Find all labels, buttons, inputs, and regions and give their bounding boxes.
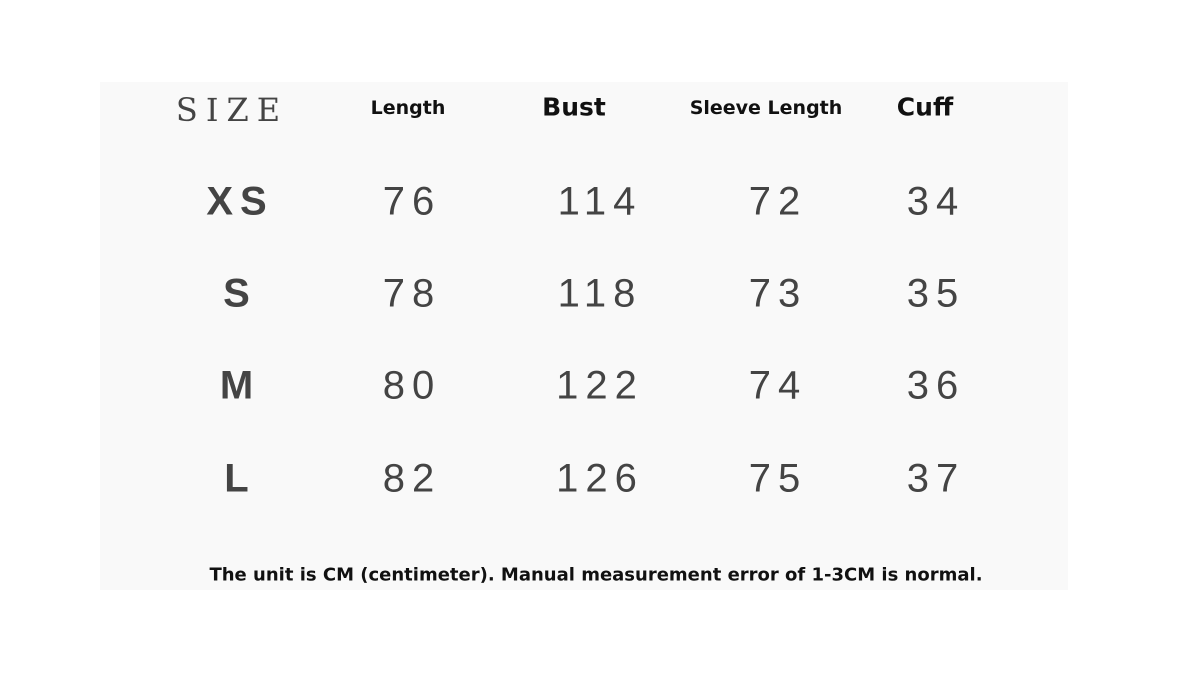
cell-length: 76 [382, 179, 442, 224]
cell-length: 82 [382, 456, 442, 501]
header-length: Length [370, 97, 446, 119]
cell-size: M [219, 363, 261, 408]
cell-sleeve: 73 [748, 271, 808, 316]
header-sleeve-length: Sleeve Length [689, 97, 843, 119]
measurement-note: The unit is CM (centimeter). Manual meas… [209, 564, 983, 586]
cell-bust: 118 [557, 271, 643, 316]
cell-bust: 126 [556, 456, 644, 501]
cell-cuff: 35 [906, 271, 966, 316]
cell-cuff: 34 [906, 179, 966, 224]
cell-length: 80 [382, 363, 442, 408]
cell-sleeve: 75 [748, 456, 808, 501]
header-size: SIZE [175, 91, 289, 129]
cell-sleeve: 72 [748, 179, 808, 224]
cell-sleeve: 74 [748, 363, 808, 408]
cell-size: XS [206, 179, 274, 224]
header-cuff: Cuff [896, 92, 954, 122]
cell-size: L [224, 456, 256, 501]
cell-bust: 114 [557, 179, 643, 224]
cell-size: S [223, 271, 257, 316]
header-bust: Bust [542, 92, 606, 122]
cell-bust: 122 [556, 363, 644, 408]
cell-cuff: 36 [906, 363, 966, 408]
cell-length: 78 [382, 271, 442, 316]
cell-cuff: 37 [906, 456, 966, 501]
size-chart-panel [100, 82, 1068, 590]
